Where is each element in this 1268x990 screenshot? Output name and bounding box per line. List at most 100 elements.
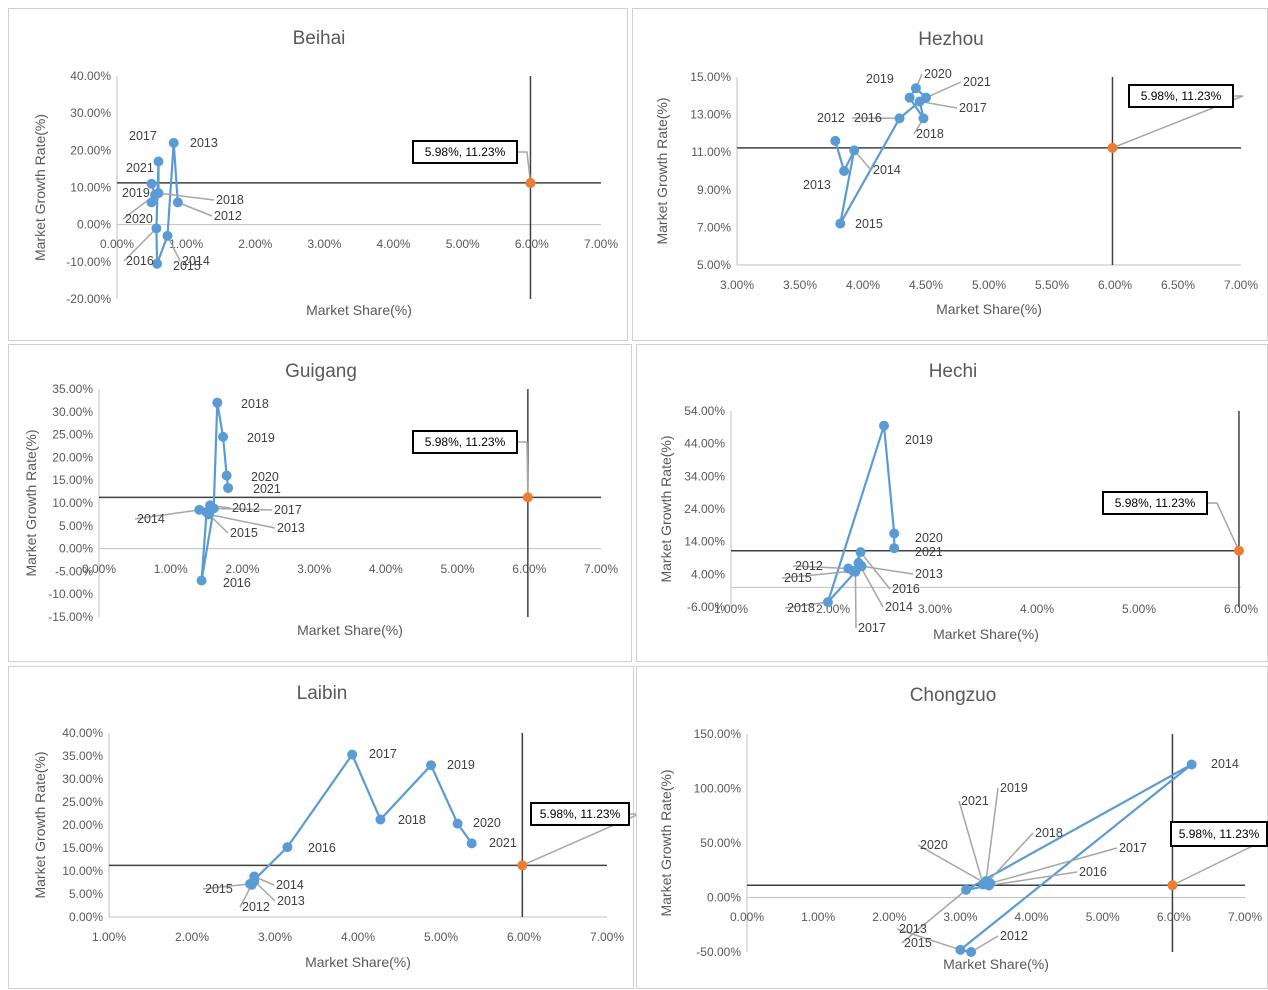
chart-5-x-tick-label: 3.00% (943, 910, 977, 924)
chart-2-data-point-2021 (223, 483, 233, 493)
chart-2-y-tick-label: 5.00% (59, 519, 93, 533)
chart-1-point-label-2017: 2017 (959, 101, 987, 115)
chart-0-point-label-2019: 2019 (122, 186, 150, 200)
chart-5-leader-line (959, 801, 983, 884)
chart-3-data-point-2019 (879, 421, 889, 431)
chart-2-x-tick-label: 0.00% (82, 562, 116, 576)
chart-2-x-tick-label: 4.00% (369, 562, 403, 576)
chart-4-x-tick-label: 7.00% (590, 930, 624, 944)
chart-5-point-label-2013: 2013 (899, 922, 927, 936)
chart-0-data-point-2017 (153, 156, 163, 166)
chart-5-point-label-2018: 2018 (1035, 826, 1063, 840)
chart-panel-beihai: Beihai-20.00%-10.00%0.00%10.00%20.00%30.… (8, 8, 628, 341)
chart-0-data-point-2021 (147, 179, 157, 189)
chart-4-data-point-2021 (467, 838, 477, 848)
chart-2-reference-point (523, 492, 533, 502)
chart-4-x-tick-label: 6.00% (507, 930, 541, 944)
chart-2-y-tick-label: 30.00% (52, 405, 93, 419)
chart-5-y-tick-label: 150.00% (694, 727, 742, 741)
chart-4-point-label-2016: 2016 (308, 841, 336, 855)
chart-1-point-label-2020: 2020 (924, 67, 952, 81)
chart-3-data-point-2018 (823, 597, 833, 607)
chart-5-y-tick-label: 100.00% (694, 782, 742, 796)
chart-2-x-tick-label: 3.00% (297, 562, 331, 576)
chart-2-y-axis-title: Market Growth Rate(%) (23, 429, 39, 576)
chart-4-y-tick-label: 30.00% (62, 772, 103, 786)
chart-5-x-tick-label: 6.00% (1157, 910, 1191, 924)
chart-3-point-label-2020: 2020 (915, 531, 943, 545)
chart-4-x-tick-label: 5.00% (424, 930, 458, 944)
chart-5-x-tick-label: 4.00% (1015, 910, 1049, 924)
chart-5-x-tick-label: 7.00% (1228, 910, 1262, 924)
chart-0-point-label-2018: 2018 (216, 193, 244, 207)
chart-3-y-axis-title: Market Growth Rate(%) (658, 435, 674, 582)
chart-3-y-tick-label: 34.00% (684, 469, 725, 483)
chart-5-point-label-2012: 2012 (1000, 929, 1028, 943)
chart-3-data-point-2016 (856, 547, 866, 557)
chart-1-x-tick-label: 5.50% (1035, 278, 1069, 292)
chart-svg-laibin: Laibin0.00%5.00%10.00%15.00%20.00%25.00%… (9, 667, 635, 990)
chart-3-point-label-2017: 2017 (858, 621, 886, 635)
chart-1-point-label-2018: 2018 (916, 127, 944, 141)
chart-1-data-point-2012 (830, 136, 840, 146)
chart-4-reference-label: 5.98%, 11.23% (540, 807, 621, 821)
chart-2-x-axis-title: Market Share(%) (297, 622, 403, 638)
chart-1-x-axis-title: Market Share(%) (936, 301, 1042, 317)
chart-1-y-tick-label: 9.00% (697, 183, 731, 197)
chart-4-data-point-2016 (282, 842, 292, 852)
chart-2-data-point-2018 (212, 398, 222, 408)
chart-2-point-label-2012: 2012 (232, 501, 260, 515)
chart-2-point-label-2014: 2014 (137, 512, 165, 526)
chart-0-point-label-2017: 2017 (129, 129, 157, 143)
chart-4-x-axis-title: Market Share(%) (305, 954, 411, 970)
chart-4-y-tick-label: 40.00% (62, 726, 103, 740)
chart-1-leader-line (926, 82, 961, 98)
chart-4-y-tick-label: 15.00% (62, 841, 103, 855)
chart-0-x-tick-label: 5.00% (446, 237, 480, 251)
chart-0-y-tick-label: 40.00% (70, 69, 111, 83)
chart-4-point-label-2015: 2015 (205, 882, 233, 896)
chart-0-x-tick-label: 7.00% (584, 237, 618, 251)
chart-2-point-label-2018: 2018 (241, 397, 269, 411)
chart-2-title: Guigang (285, 361, 357, 382)
chart-5-data-point-2013 (955, 945, 965, 955)
chart-4-point-label-2014: 2014 (276, 878, 304, 892)
chart-3-point-label-2014: 2014 (885, 600, 913, 614)
chart-0-y-axis-title: Market Growth Rate(%) (32, 114, 48, 261)
chart-panel-guigang: Guigang-15.00%-10.00%-5.00%0.00%5.00%10.… (8, 344, 632, 662)
chart-0-point-label-2021: 2021 (126, 161, 154, 175)
chart-5-point-label-2019: 2019 (1000, 781, 1028, 795)
chart-0-title: Beihai (293, 28, 346, 49)
chart-2-y-tick-label: -15.00% (48, 610, 93, 624)
chart-1-data-point-2013 (839, 166, 849, 176)
chart-2-series-line (199, 403, 228, 581)
chart-5-point-label-2014: 2014 (1211, 757, 1239, 771)
chart-4-y-tick-label: 10.00% (62, 864, 103, 878)
chart-2-point-label-2021: 2021 (253, 482, 281, 496)
chart-2-point-label-2019: 2019 (247, 431, 275, 445)
chart-4-reference-point (517, 860, 527, 870)
chart-2-point-label-2016: 2016 (223, 576, 251, 590)
chart-5-y-axis-title: Market Growth Rate(%) (658, 769, 674, 916)
chart-5-point-label-2021: 2021 (961, 794, 989, 808)
chart-1-point-label-2015: 2015 (855, 217, 883, 231)
chart-1-data-point-2014 (849, 145, 859, 155)
chart-0-data-point-2012 (173, 197, 183, 207)
chart-2-data-point-2020 (222, 471, 232, 481)
chart-4-data-point-2017 (347, 750, 357, 760)
chart-1-y-tick-label: 7.00% (697, 220, 731, 234)
chart-svg-hechi: Hechi-6.00%4.00%14.00%24.00%34.00%44.00%… (637, 345, 1268, 663)
chart-1-point-label-2016: 2016 (854, 111, 882, 125)
chart-3-point-label-2015: 2015 (784, 571, 812, 585)
chart-0-point-label-2016: 2016 (126, 254, 154, 268)
chart-0-reference-leader (517, 152, 530, 183)
chart-3-point-label-2019: 2019 (905, 433, 933, 447)
chart-2-y-tick-label: 15.00% (52, 473, 93, 487)
chart-1-point-label-2012: 2012 (817, 111, 845, 125)
chart-3-x-tick-label: 1.00% (714, 602, 748, 616)
chart-4-point-label-2013: 2013 (277, 894, 305, 908)
chart-2-x-tick-label: 2.00% (225, 562, 259, 576)
chart-svg-guigang: Guigang-15.00%-10.00%-5.00%0.00%5.00%10.… (9, 345, 633, 663)
chart-5-x-tick-label: 5.00% (1086, 910, 1120, 924)
chart-0-x-tick-label: 6.00% (515, 237, 549, 251)
